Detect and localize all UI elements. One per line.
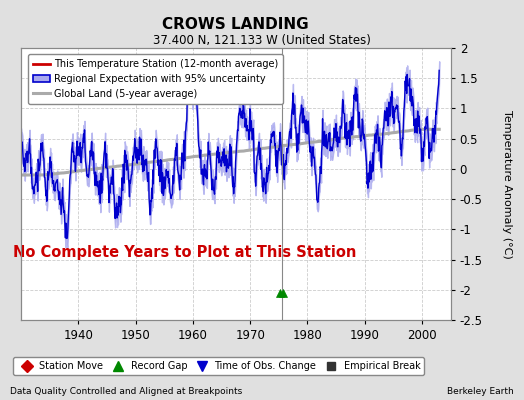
Y-axis label: Temperature Anomaly (°C): Temperature Anomaly (°C)	[502, 110, 512, 258]
Text: 37.400 N, 121.133 W (United States): 37.400 N, 121.133 W (United States)	[153, 34, 371, 47]
Text: Berkeley Earth: Berkeley Earth	[447, 387, 514, 396]
Text: Data Quality Controlled and Aligned at Breakpoints: Data Quality Controlled and Aligned at B…	[10, 387, 243, 396]
Title: CROWS LANDING: CROWS LANDING	[162, 16, 309, 32]
Legend: Station Move, Record Gap, Time of Obs. Change, Empirical Break: Station Move, Record Gap, Time of Obs. C…	[13, 357, 424, 375]
Text: No Complete Years to Plot at This Station: No Complete Years to Plot at This Statio…	[13, 244, 356, 260]
